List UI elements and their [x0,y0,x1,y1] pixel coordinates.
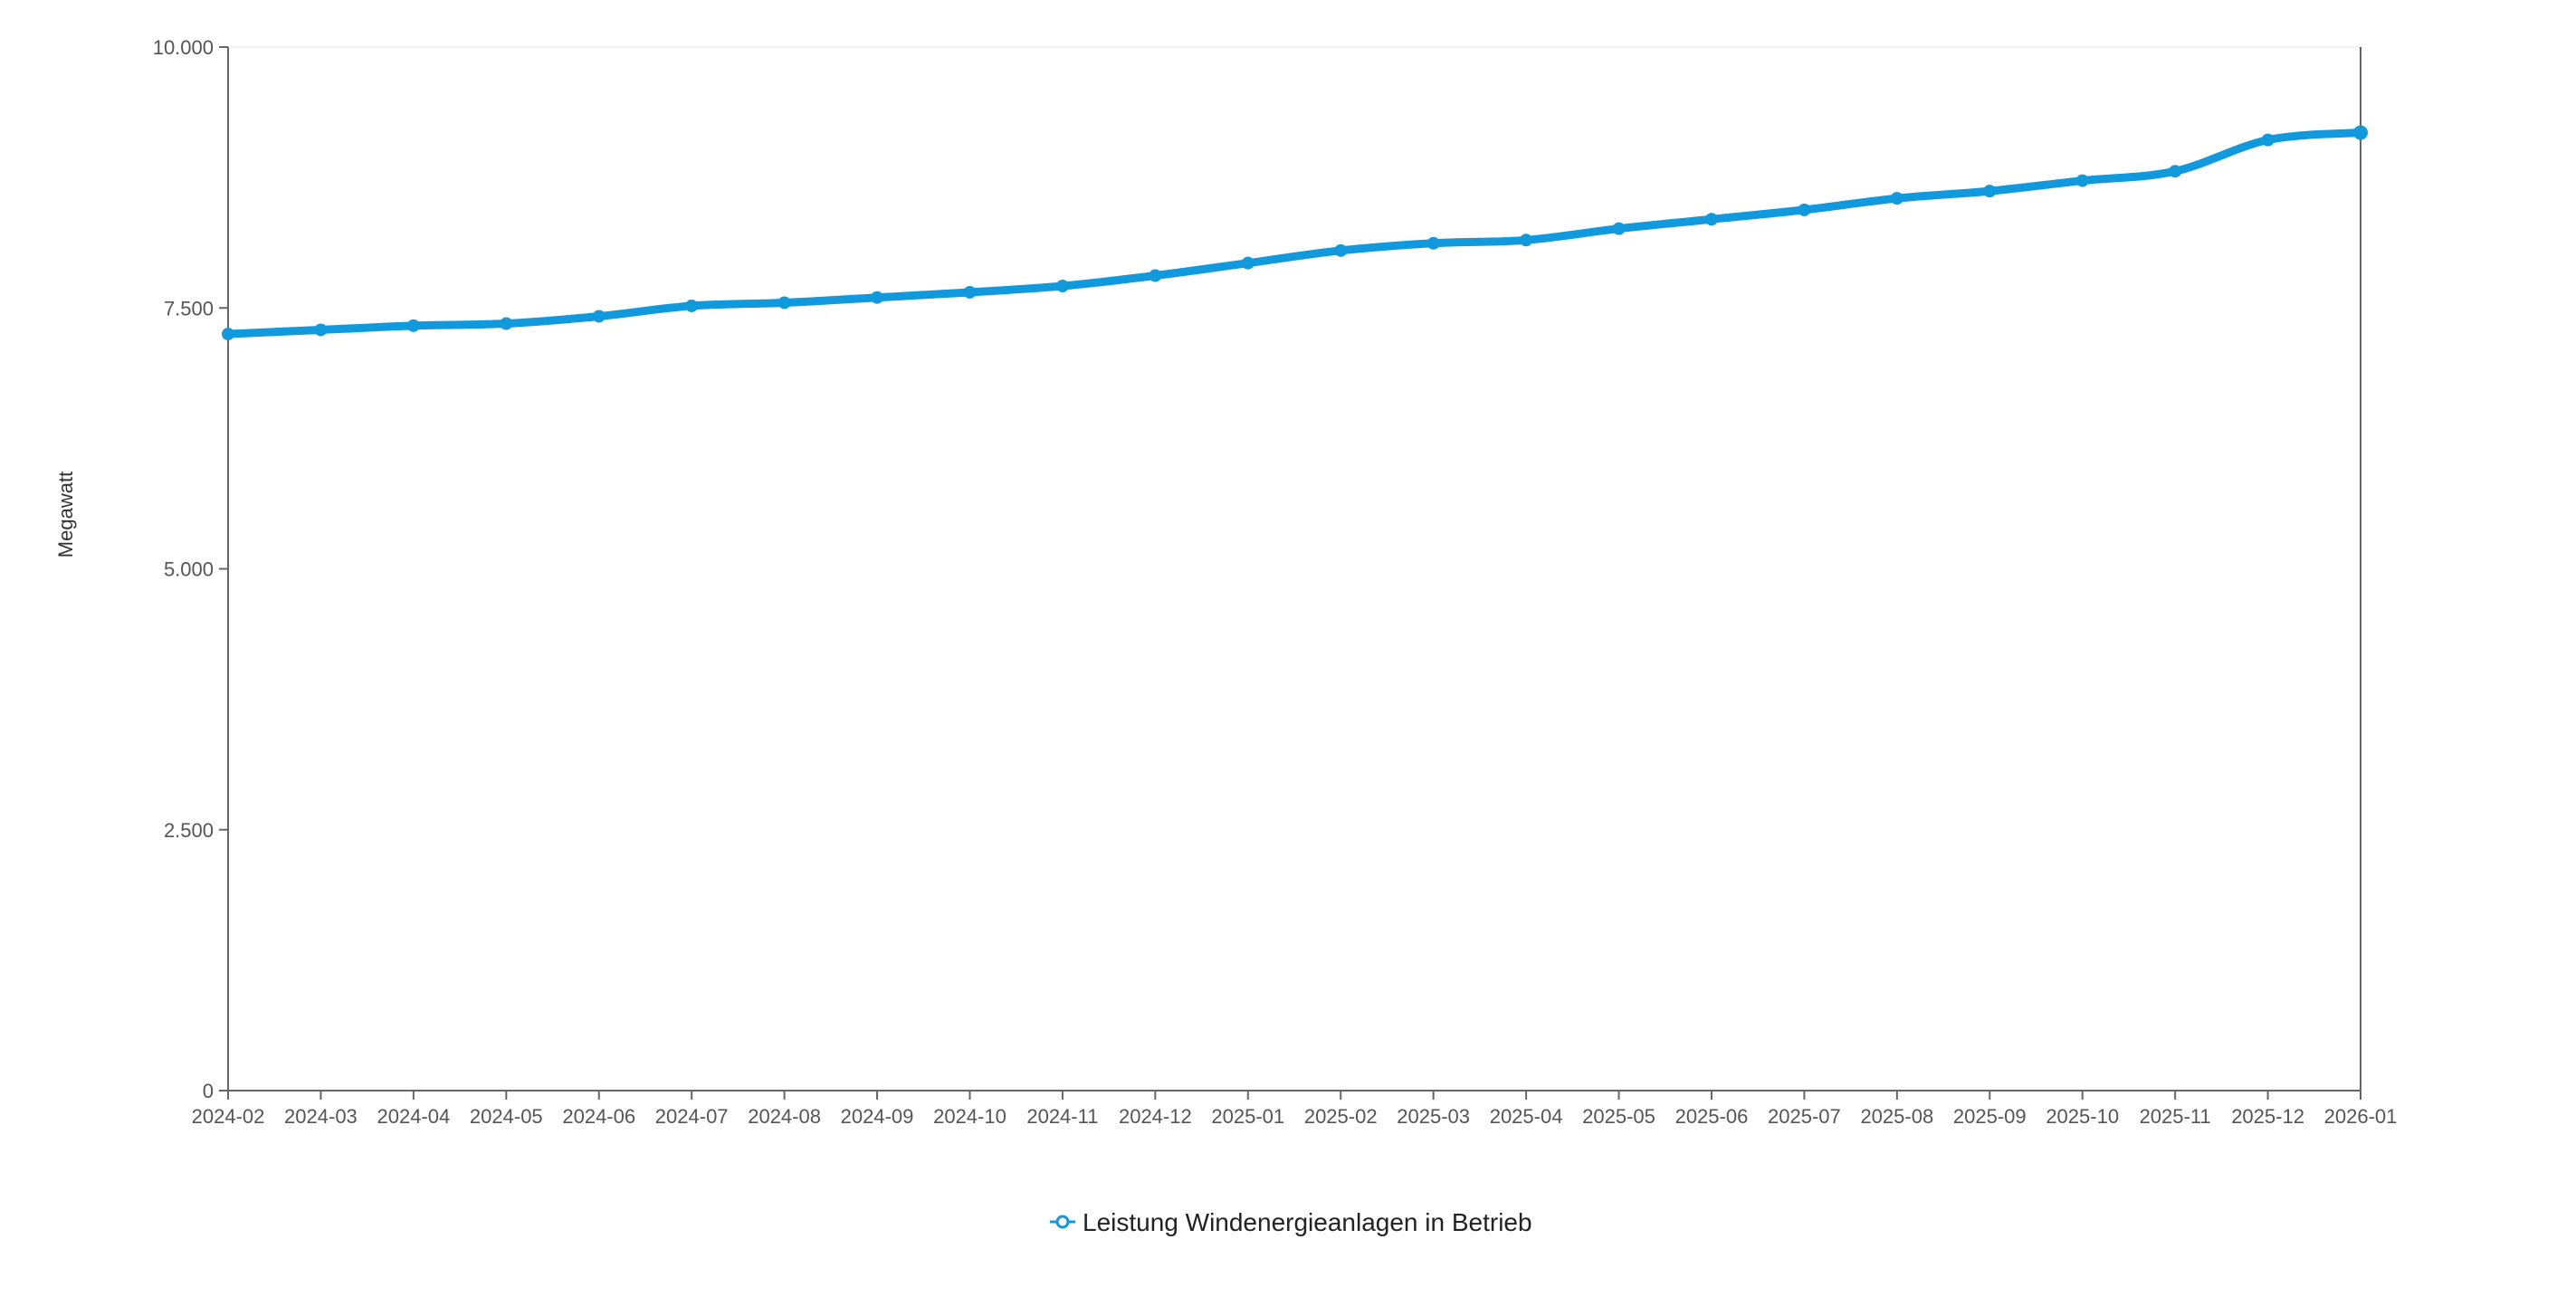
y-tick-label: 5.000 [164,558,214,581]
data-point[interactable] [1149,269,1162,282]
x-tick-label: 2025-04 [1490,1105,1563,1128]
series-line [224,129,2365,338]
x-tick-label: 2025-01 [1211,1105,1284,1128]
x-axis: 2024-02 2024-03 2024-04 2024-05 2024-06 2024-… [192,1090,2398,1128]
data-point[interactable] [1241,256,1255,270]
x-tick-label: 2025-09 [1953,1105,2027,1128]
data-point[interactable] [1798,203,1811,216]
x-tick-label: 2024-06 [562,1105,635,1128]
y-tick-label: 0 [203,1080,214,1102]
data-point[interactable] [2075,174,2089,187]
data-point[interactable] [778,296,791,310]
x-tick-label: 2025-06 [1675,1105,1749,1128]
y-tick-label: 2.500 [164,819,214,842]
x-tick-label: 2025-11 [2140,1105,2211,1128]
x-tick-label: 2024-05 [470,1105,543,1128]
legend-marker [1055,1215,1070,1229]
data-point[interactable] [871,291,884,304]
x-tick-label: 2024-11 [1026,1105,1098,1128]
data-point[interactable] [314,323,328,337]
x-tick-label: 2024-04 [377,1105,450,1128]
legend-label[interactable]: Leistung Windenergieanlagen in Betrieb [1083,1208,1532,1236]
series-layer [222,125,2368,341]
data-point[interactable] [1890,192,1903,205]
x-tick-label: 2024-07 [655,1105,729,1128]
data-point[interactable] [1983,185,1997,198]
x-tick-label: 2025-03 [1397,1105,1470,1128]
data-point[interactable] [500,317,513,330]
x-tick-label: 2025-02 [1304,1105,1378,1128]
data-point[interactable] [592,310,606,323]
x-tick-label: 2024-12 [1119,1105,1192,1128]
y-tick-label: 7.500 [164,297,214,319]
data-point[interactable] [1704,213,1718,226]
data-point[interactable] [1520,234,1533,247]
x-tick-label: 2024-08 [748,1105,821,1128]
data-point[interactable] [685,299,699,312]
x-tick-label: 2024-02 [192,1105,265,1128]
data-point[interactable] [222,328,234,341]
data-point[interactable] [2169,165,2182,178]
data-point[interactable] [963,285,977,299]
x-tick-label: 2024-03 [284,1105,358,1128]
data-point[interactable] [1612,222,1626,235]
x-tick-label: 2025-08 [1860,1105,1933,1128]
x-tick-label: 2024-10 [933,1105,1007,1128]
x-tick-label: 2025-07 [1768,1105,1841,1128]
x-tick-label: 2025-05 [1582,1105,1655,1128]
data-point[interactable] [2353,125,2368,140]
data-point[interactable] [2261,133,2275,147]
legend[interactable]: Leistung Windenergieanlagen in Betrieb [1050,1208,1532,1236]
y-axis: 0 2.500 5.000 7.500 10.000 [153,36,2361,1102]
data-point[interactable] [1426,236,1440,250]
y-axis-title: Megawatt [54,472,77,558]
x-tick-label: 2024-09 [841,1105,914,1128]
data-point[interactable] [406,319,420,332]
y-tick-label: 10.000 [153,36,214,59]
x-tick-label: 2026-01 [2324,1105,2398,1128]
data-point[interactable] [1055,280,1069,293]
x-tick-label: 2025-10 [2046,1105,2119,1128]
data-point[interactable] [1334,243,1348,257]
x-tick-label: 2025-12 [2231,1105,2304,1128]
